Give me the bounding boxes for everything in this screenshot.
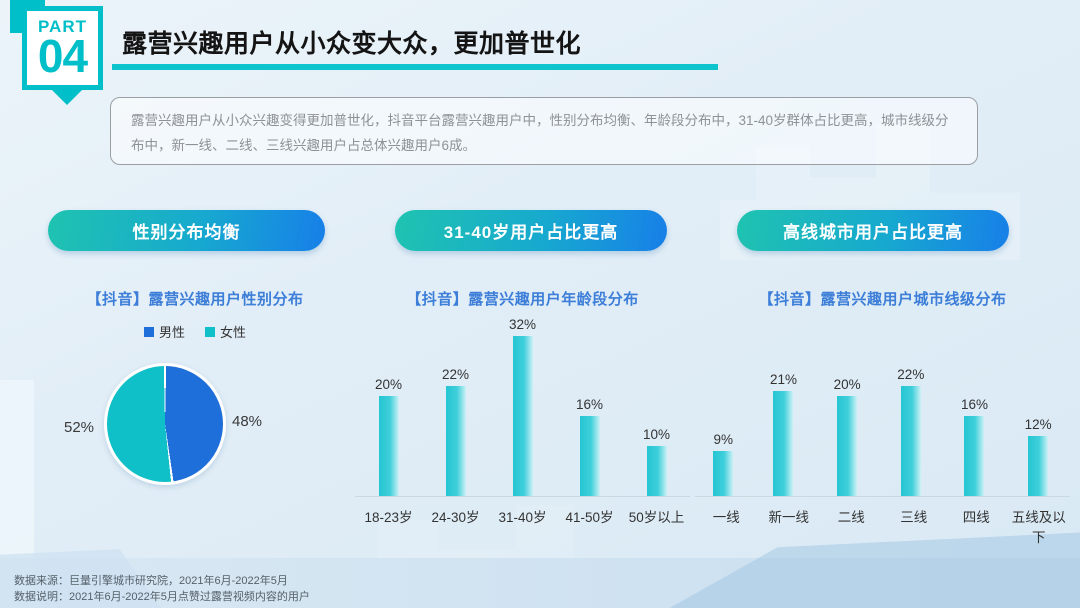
bar-column: 21% (770, 372, 797, 496)
badge-pointer-triangle (51, 89, 83, 105)
female-swatch-icon (205, 326, 215, 337)
part-badge: PART 04 (22, 6, 103, 90)
chart-title: 【抖音】露营兴趣用户城市线级分布 (758, 291, 1007, 308)
bar-category-label: 二线 (837, 510, 865, 525)
bar-column: 16% (576, 397, 603, 496)
city-tier-bar-chart: 【抖音】露营兴趣用户城市线级分布 9% 21% 20% 22% 16% 12% 一线 新一线… (695, 288, 1070, 546)
bar-column: 16% (961, 397, 988, 496)
summary-text: 露营兴趣用户从小众兴趣变得更加普世化，抖音平台露营兴趣用户中，性别分布均衡、年龄… (131, 113, 949, 153)
bar-category-label: 24-30岁 (431, 510, 480, 525)
bar-value-label: 20% (833, 377, 861, 392)
bar (579, 416, 600, 496)
bar-column: 20% (375, 377, 402, 496)
note-line: 数据说明：2021年6月-2022年5月点赞过露营视频内容的用户 (14, 590, 310, 603)
bar-value-label: 22% (897, 367, 925, 382)
pie-value-male: 48% (232, 413, 263, 430)
bar-value-label: 9% (713, 432, 734, 447)
legend-label: 女性 (220, 325, 247, 340)
legend-item-male: 男性 (143, 322, 185, 341)
source-line: 数据来源：巨量引擎城市研究院，2021年6月-2022年5月 (14, 575, 288, 588)
bar-category-label: 五线及以下 (1011, 510, 1066, 545)
bar-category-label: 新一线 (768, 510, 810, 525)
bar-category-label: 50岁以上 (628, 510, 685, 525)
bar (964, 416, 985, 496)
bar-value-label: 12% (1024, 417, 1052, 432)
part-label: PART (37, 17, 87, 36)
x-axis-labels: 一线 新一线 二线 三线 四线 五线及以下 (695, 497, 1070, 546)
legend-item-female: 女性 (205, 322, 246, 341)
bar-value-label: 16% (575, 397, 604, 412)
pill-age-group: 31-40岁用户占比更高 (395, 210, 667, 251)
bar-category-label: 18-23岁 (364, 510, 413, 525)
bar-column: 22% (897, 367, 924, 496)
summary-box: 露营兴趣用户从小众兴趣变得更加普世化，抖音平台露营兴趣用户中，性别分布均衡、年龄… (110, 97, 978, 165)
bar-value-label: 16% (960, 397, 988, 412)
pie-legend: 男性 女性 (40, 322, 350, 341)
bar-category-label: 31-40岁 (498, 510, 547, 525)
part-number: 04 (37, 30, 88, 82)
bars-plot-area: 9% 21% 20% 22% 16% 12% (695, 315, 1070, 497)
bar-column: 12% (1025, 417, 1052, 496)
pill-gender-balance: 性别分布均衡 (48, 210, 325, 251)
bar (646, 446, 667, 496)
background-strip (0, 380, 34, 560)
bar-category-label: 四线 (962, 510, 990, 525)
chart-title: 【抖音】露营兴趣用户性别分布 (86, 291, 304, 308)
bar-column: 22% (442, 367, 469, 496)
bar (378, 396, 399, 496)
bar-value-label: 21% (769, 372, 797, 387)
bar-column: 10% (643, 427, 670, 496)
bar (512, 336, 533, 496)
pie-area: 52% 48% (40, 363, 350, 513)
pill-city-tier: 高线城市用户占比更高 (737, 210, 1009, 251)
bar-category-label: 41-50岁 (565, 510, 614, 525)
x-axis-labels: 18-23岁 24-30岁 31-40岁 41-50岁 50岁以上 (355, 497, 690, 526)
bar (713, 451, 734, 496)
bar-value-label: 32% (508, 317, 537, 332)
gender-pie-chart: 【抖音】露营兴趣用户性别分布 男性 女性 52% 48% (40, 288, 350, 513)
bar-category-label: 三线 (900, 510, 928, 525)
pie (104, 363, 226, 485)
bar-column: 9% (713, 432, 734, 496)
page-title: 露营兴趣用户从小众变大众，更加普世化 (122, 30, 582, 58)
bar (445, 386, 466, 496)
age-bar-chart: 【抖音】露营兴趣用户年龄段分布 20% 22% 32% 16% 10% 18-23岁 24… (355, 288, 690, 526)
bar-value-label: 20% (374, 377, 403, 392)
title-underline (112, 64, 718, 70)
bar (1028, 436, 1049, 496)
bar (900, 386, 921, 496)
bar-value-label: 10% (642, 427, 671, 442)
bars-plot-area: 20% 22% 32% 16% 10% (355, 315, 690, 497)
bar (773, 391, 794, 496)
bar-value-label: 22% (441, 367, 470, 382)
bar-column: 20% (834, 377, 861, 496)
pie-value-female: 52% (64, 419, 95, 436)
legend-label: 男性 (158, 325, 185, 340)
male-swatch-icon (143, 326, 154, 337)
bar-column: 32% (509, 317, 536, 496)
data-source-note: 数据来源：巨量引擎城市研究院，2021年6月-2022年5月 数据说明：2021… (14, 574, 310, 605)
bar (837, 396, 858, 496)
bar-category-label: 一线 (712, 510, 740, 525)
chart-title: 【抖音】露营兴趣用户年龄段分布 (406, 291, 639, 308)
